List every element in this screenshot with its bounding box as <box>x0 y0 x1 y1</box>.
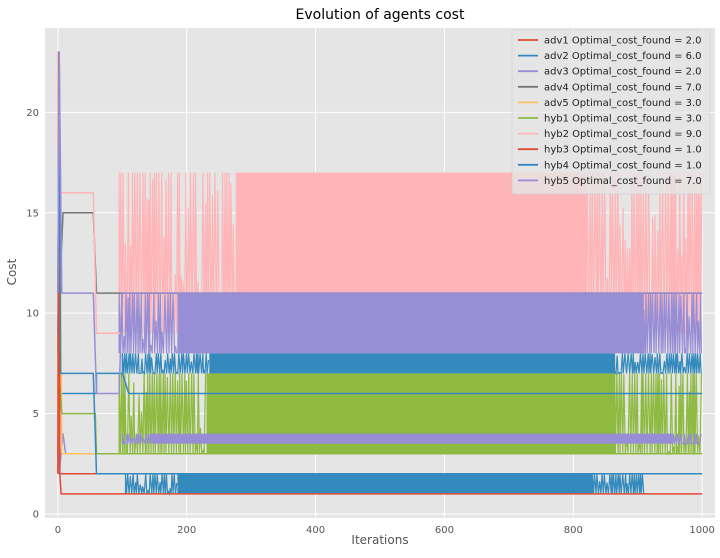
y-tick-label: 15 <box>26 208 39 219</box>
legend-entry: hyb1 Optimal_cost_found = 3.0 <box>544 114 702 125</box>
chart-title: Evolution of agents cost <box>296 7 465 23</box>
legend-entry: hyb3 Optimal_cost_found = 1.0 <box>544 145 702 156</box>
legend-entry: adv5 Optimal_cost_found = 3.0 <box>544 98 702 109</box>
legend-entry: hyb2 Optimal_cost_found = 9.0 <box>544 129 702 140</box>
x-tick-label: 400 <box>306 525 325 536</box>
legend: adv1 Optimal_cost_found = 2.0 adv2 Optima… <box>511 29 711 195</box>
legend-entry: adv4 Optimal_cost_found = 7.0 <box>544 82 702 93</box>
legend-entry: hyb5 Optimal_cost_found = 7.0 <box>544 176 702 187</box>
x-tick-label: 600 <box>435 525 454 536</box>
y-axis-label: Cost <box>5 258 19 285</box>
y-tick-label: 0 <box>33 509 39 520</box>
y-tick-label: 10 <box>26 309 39 320</box>
legend-entry: hyb4 Optimal_cost_found = 1.0 <box>544 160 702 171</box>
legend-box <box>511 29 711 195</box>
x-tick-label: 0 <box>55 525 61 536</box>
x-axis-label: Iterations <box>351 533 408 547</box>
x-tick-label: 200 <box>177 525 196 536</box>
x-tick-label: 1000 <box>689 525 714 536</box>
y-tick-label: 5 <box>33 409 39 420</box>
series-adv2-band <box>177 473 593 494</box>
series-hyb5-band-edge <box>121 433 702 446</box>
series-lines <box>57 51 703 495</box>
legend-entry: adv2 Optimal_cost_found = 6.0 <box>544 51 702 62</box>
series-hyb5-band <box>177 293 644 354</box>
x-tick-label: 800 <box>564 525 583 536</box>
tick-labels: 0 200 400 600 800 1000 0 5 10 15 20 <box>26 108 715 536</box>
legend-entry: adv3 Optimal_cost_found = 2.0 <box>544 67 702 78</box>
legend-entry: adv1 Optimal_cost_found = 2.0 <box>544 36 702 47</box>
series-bands <box>118 172 703 496</box>
series-hyb5-line <box>57 51 703 395</box>
y-tick-label: 20 <box>26 108 39 119</box>
series-hyb2-band-edge <box>118 172 703 335</box>
series-hyb4-band-edge <box>121 353 702 376</box>
series-hyb5-band <box>151 433 674 444</box>
series-hyb4-band <box>209 353 616 374</box>
